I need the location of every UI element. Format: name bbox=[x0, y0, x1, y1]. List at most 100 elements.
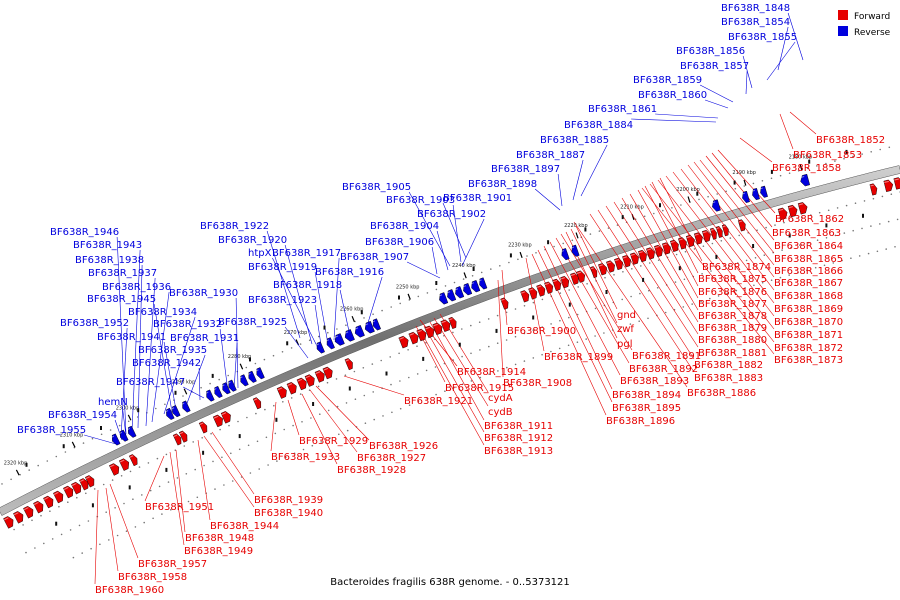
forward-gene-label: BF638R_1900 bbox=[507, 326, 576, 337]
gene-arrow-shape bbox=[322, 366, 333, 380]
reverse-gene-label: BF638R_1902 bbox=[417, 209, 486, 220]
guide-dot bbox=[267, 464, 269, 466]
guide-dot bbox=[338, 433, 340, 436]
guide-dot bbox=[497, 370, 499, 372]
gene-arrow-shine bbox=[606, 261, 611, 264]
gene-arrow-shine bbox=[345, 359, 349, 362]
reverse-gene-label: BF638R_1917 bbox=[272, 248, 341, 259]
gene-arrow-shape bbox=[571, 244, 580, 257]
forward-gene-label: BF638R_1896 bbox=[606, 416, 675, 427]
guide-dot bbox=[541, 353, 543, 356]
gene-arrow-shape bbox=[286, 382, 297, 395]
reverse-gene bbox=[560, 248, 570, 261]
forward-leader-line bbox=[433, 317, 489, 407]
gene-arrow-shine bbox=[686, 236, 691, 239]
forward-gene bbox=[646, 247, 655, 260]
gene-arrow-shape bbox=[787, 204, 798, 218]
forward-leader-line bbox=[144, 455, 165, 502]
guide-dot bbox=[141, 494, 143, 496]
forward-gene bbox=[304, 374, 315, 387]
gene-arrow-shape bbox=[172, 433, 182, 446]
label-leader-lines bbox=[84, 12, 817, 585]
guide-dot bbox=[90, 547, 92, 550]
forward-gene bbox=[654, 244, 663, 258]
guide-dot bbox=[176, 477, 179, 479]
strand-mark bbox=[715, 254, 718, 259]
legend-reverse-swatch bbox=[838, 26, 848, 36]
guide-dot bbox=[201, 437, 203, 439]
reverse-leader-line bbox=[631, 118, 717, 123]
forward-gene-label: BF638R_1895 bbox=[612, 403, 681, 414]
reverse-gene bbox=[363, 320, 375, 334]
gene-arrow-shape bbox=[669, 239, 679, 252]
guide-dot bbox=[792, 219, 794, 221]
forward-gene-label: BF638R_1858 bbox=[772, 163, 841, 174]
reverse-gene bbox=[570, 244, 580, 257]
strand-mark bbox=[621, 215, 624, 220]
forward-gene-label: BF638R_1958 bbox=[118, 572, 187, 583]
gene-arrow-shine bbox=[13, 512, 19, 516]
guide-dot bbox=[783, 221, 785, 224]
guide-dot bbox=[700, 300, 702, 303]
gene-arrow-shine bbox=[751, 189, 755, 192]
forward-gene-label: BF638R_1879 bbox=[698, 323, 767, 334]
guide-dot bbox=[461, 355, 463, 358]
reverse-gene-label: BF638R_1860 bbox=[638, 90, 707, 101]
guide-dot bbox=[770, 279, 773, 282]
forward-leader-line bbox=[211, 431, 255, 495]
gene-arrow-shape bbox=[178, 430, 188, 443]
forward-gene-label: BF638R_1852 bbox=[816, 135, 885, 146]
gene-arrow-shape bbox=[182, 400, 191, 413]
kbp-tick bbox=[519, 251, 523, 258]
guide-dot bbox=[816, 165, 818, 167]
reverse-leader-line bbox=[272, 257, 319, 349]
gene-arrow-shape bbox=[500, 297, 509, 310]
forward-leader-line bbox=[287, 399, 300, 436]
guide-dot bbox=[134, 526, 137, 528]
gene-arrow-shape bbox=[432, 322, 443, 336]
gene-arrow-shine bbox=[409, 333, 414, 336]
guide-dot bbox=[788, 274, 790, 276]
guide-dot bbox=[310, 417, 312, 419]
forward-gene-label: BF638R_1927 bbox=[357, 453, 426, 464]
forward-gene bbox=[314, 370, 325, 383]
gene-arrow-shape bbox=[119, 429, 129, 442]
guide-dot bbox=[247, 444, 250, 447]
guide-dot bbox=[108, 539, 110, 541]
guide-dot bbox=[182, 395, 184, 397]
guide-dot bbox=[192, 441, 194, 443]
forward-leader-line bbox=[423, 325, 485, 433]
guide-dot bbox=[390, 306, 393, 308]
guide-dot bbox=[129, 470, 132, 473]
guide-dot bbox=[664, 311, 667, 314]
guide-dot bbox=[684, 250, 687, 253]
guide-dot bbox=[218, 378, 220, 381]
guide-dot bbox=[487, 318, 490, 320]
guide-dot bbox=[214, 488, 216, 490]
reverse-gene-label: BF638R_1932 bbox=[153, 319, 222, 330]
guide-dot bbox=[728, 264, 730, 267]
forward-gene-label: BF638R_1939 bbox=[254, 495, 323, 506]
gene-arrow-shine bbox=[759, 187, 763, 190]
gene-arrow-shine bbox=[23, 507, 29, 511]
guide-dot bbox=[51, 538, 54, 540]
reverse-leader-line bbox=[120, 327, 128, 439]
forward-gene-label: BF638R_1871 bbox=[774, 330, 843, 341]
strand-mark bbox=[532, 315, 535, 320]
gene-arrow-shine bbox=[63, 486, 69, 490]
strand-mark bbox=[642, 277, 645, 282]
reverse-gene bbox=[315, 341, 325, 354]
forward-leader-line bbox=[525, 257, 545, 352]
guide-dot bbox=[674, 281, 677, 283]
gene-arrow-shape bbox=[198, 421, 208, 434]
gene-arrow-shine bbox=[614, 259, 619, 262]
gene-arrow-shine bbox=[363, 323, 369, 327]
reverse-gene bbox=[118, 429, 129, 442]
guide-dot bbox=[779, 276, 782, 279]
guide-dot bbox=[630, 295, 632, 298]
guide-dot bbox=[725, 190, 727, 193]
guide-dot bbox=[841, 259, 843, 262]
guide-dot bbox=[283, 428, 286, 431]
guide-dot bbox=[326, 381, 329, 384]
guide-dot bbox=[567, 344, 570, 347]
